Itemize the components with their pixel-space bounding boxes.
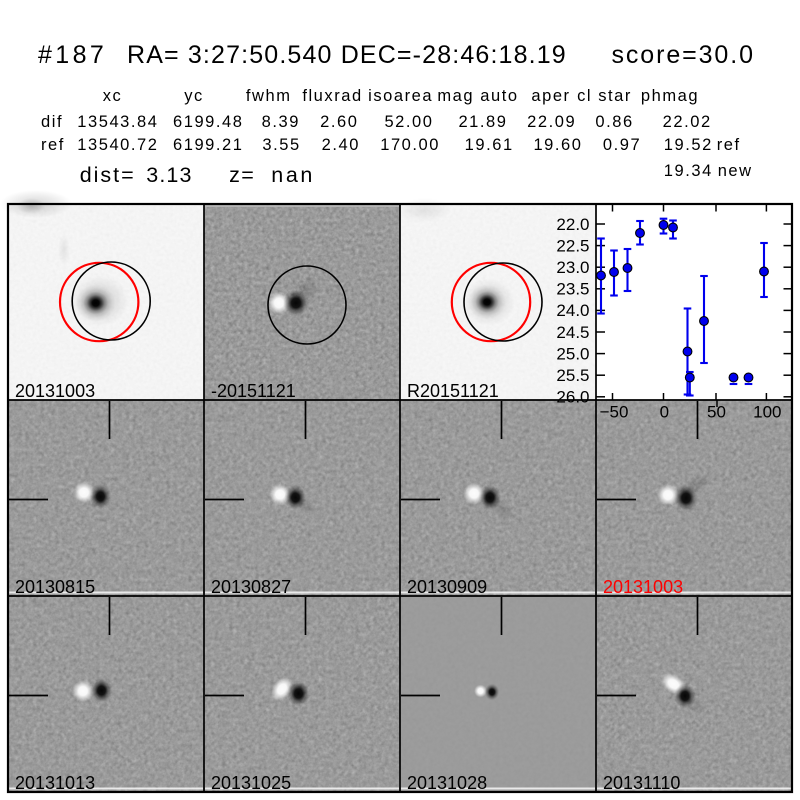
svg-text:R20151121: R20151121	[407, 381, 499, 401]
svg-text:20131028: 20131028	[407, 773, 487, 793]
svg-text:20131003: 20131003	[603, 577, 683, 597]
svg-text:20130909: 20130909	[407, 577, 487, 597]
svg-text:24.0: 24.0	[556, 301, 589, 320]
svg-text:-20151121: -20151121	[211, 381, 296, 401]
svg-text:50: 50	[707, 402, 726, 421]
svg-text:20130827: 20130827	[211, 577, 291, 597]
svg-text:25.5: 25.5	[556, 366, 589, 385]
svg-text:20131025: 20131025	[211, 773, 291, 793]
svg-text:22.0: 22.0	[556, 215, 589, 234]
svg-text:0: 0	[660, 402, 669, 421]
svg-text:23.0: 23.0	[556, 258, 589, 277]
svg-text:20131013: 20131013	[15, 773, 95, 793]
svg-text:26.0: 26.0	[556, 388, 589, 407]
svg-text:22.5: 22.5	[556, 236, 589, 255]
svg-text:100: 100	[753, 402, 781, 421]
svg-text:23.5: 23.5	[556, 280, 589, 299]
svg-text:20131003: 20131003	[15, 381, 95, 401]
svg-text:24.5: 24.5	[556, 323, 589, 342]
svg-text:20130815: 20130815	[15, 577, 95, 597]
svg-text:20131110: 20131110	[603, 773, 680, 793]
svg-text:−50: −50	[600, 402, 629, 421]
svg-text:25.0: 25.0	[556, 344, 589, 363]
